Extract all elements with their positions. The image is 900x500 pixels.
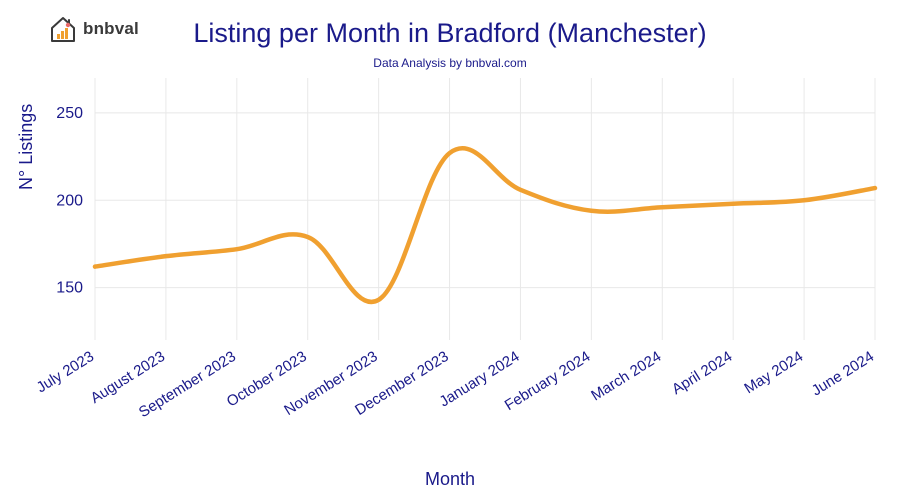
chart-container: bnbval Listing per Month in Bradford (Ma…: [0, 0, 900, 500]
y-tick-label: 250: [56, 105, 83, 122]
x-tick-label: May 2024: [741, 348, 806, 397]
data-line: [95, 148, 875, 302]
x-tick-label: April 2024: [669, 348, 735, 398]
y-tick-labels: 150 200 250: [56, 105, 83, 297]
x-tick-labels: July 2023August 2023September 2023Octobe…: [34, 348, 877, 421]
y-tick-label: 150: [56, 280, 83, 297]
x-tick-label: March 2024: [588, 348, 664, 404]
x-tick-label: June 2024: [809, 348, 877, 400]
y-tick-label: 200: [56, 192, 83, 209]
x-tick-label: July 2023: [34, 348, 97, 396]
gridlines: [95, 78, 875, 340]
line-chart: 150 200 250 July 2023August 2023September …: [0, 0, 900, 500]
